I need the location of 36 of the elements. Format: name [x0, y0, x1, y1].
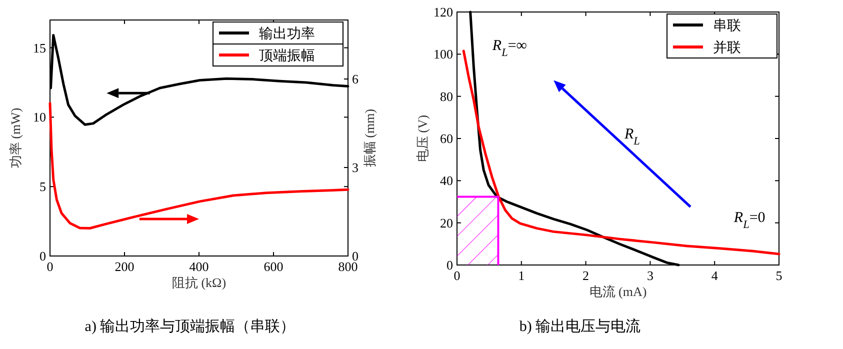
y-tick-label: 20 [440, 215, 453, 230]
x-axis-title: 阻抗 (kΩ) [172, 275, 226, 290]
x-tick-label: 3 [646, 268, 654, 283]
y-tick-label: 15 [33, 40, 46, 56]
legend-label: 输出功率 [259, 26, 315, 42]
x-tick-label: 200 [114, 259, 134, 274]
x-tick-label: 1 [518, 268, 525, 283]
y-tick-label: 120 [434, 4, 453, 20]
annotation: R$_{L}$=∞ [491, 38, 528, 59]
y-tick-label: 0 [40, 248, 46, 264]
text: a) 输出功率与顶端振幅（串联） [84, 318, 296, 335]
y-axis-title: 电压 (V) [415, 114, 430, 162]
y2-axis-title: 振幅 (mm) [362, 108, 377, 168]
x-tick-label: 600 [264, 259, 284, 274]
legend-label: 并联 [713, 40, 741, 56]
y2-tick-label: 0 [352, 248, 358, 264]
text: b) 输出电压与电流 [519, 318, 641, 335]
annotation: R$_{L}$=0 [732, 210, 766, 231]
x-tick-label: 400 [189, 259, 209, 274]
legend-label: 顶端振幅 [259, 48, 315, 64]
y-tick-label: 5 [40, 179, 46, 194]
annotation: R$_{L}$ [623, 126, 640, 148]
x-tick-label: 5 [776, 268, 782, 283]
y-axis-title: 功率 (mW) [8, 108, 23, 168]
y-tick-label: 80 [440, 88, 453, 104]
y2-tick-label: 6 [352, 72, 359, 86]
y-tick-label: 40 [440, 173, 453, 188]
x-axis-title: 电流 (mA) [589, 284, 647, 299]
x-tick-label: 2 [582, 268, 590, 283]
line-series [48, 102, 350, 230]
y-tick-label: 60 [440, 131, 453, 146]
y-tick-label: 100 [434, 46, 453, 62]
y2-tick-label: 3 [352, 160, 358, 175]
y-tick-label: 10 [33, 110, 46, 125]
legend-label: 串联 [713, 18, 741, 34]
x-tick-label: 4 [711, 268, 718, 283]
